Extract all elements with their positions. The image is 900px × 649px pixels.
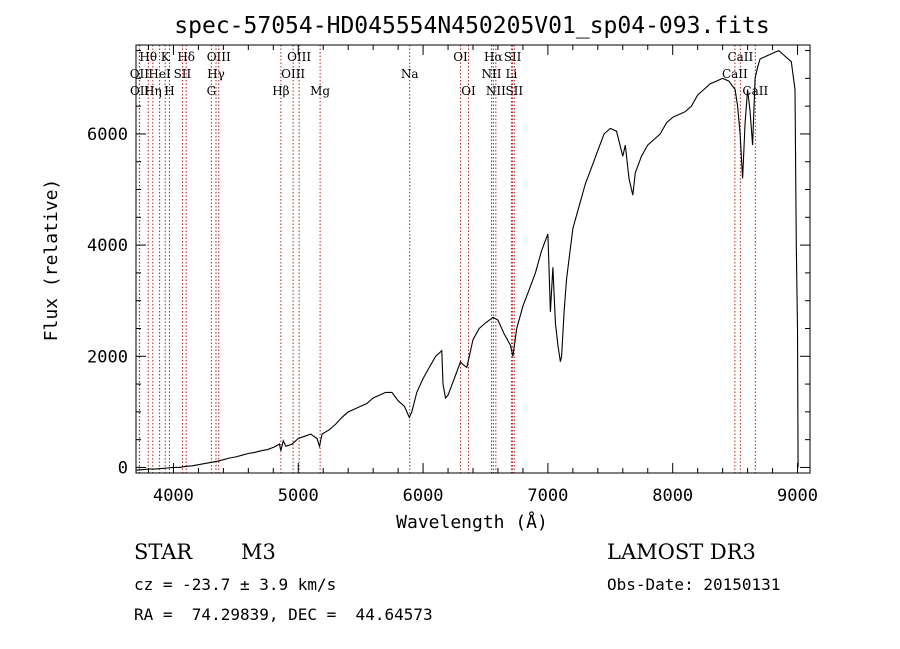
x-axis-label: Wavelength (Å) [396, 511, 548, 533]
spectral-line-label: OIII [281, 67, 305, 81]
x-tick-label: 7000 [527, 486, 568, 506]
spectral-line-label: SII [174, 67, 192, 81]
object-class: STAR [134, 540, 193, 564]
spectral-line-label: Li [506, 67, 518, 81]
spectral-line-label: OI [453, 50, 468, 64]
spectral-line-label: OIII [207, 50, 231, 64]
spectral-line-label: Hδ [177, 50, 195, 64]
spectral-line-label: HeI [148, 67, 171, 81]
y-tick-label: 2000 [87, 347, 128, 367]
chart-title: spec-57054-HD045554N450205V01_sp04-093.f… [174, 13, 769, 39]
spectral-line-label: OI [461, 84, 476, 98]
x-tick-label: 5000 [278, 486, 319, 506]
spectral-line-label: NII [486, 84, 506, 98]
spectral-line-label: H [164, 84, 174, 98]
ra-dec-coordinates: RA = 74.29839, DEC = 44.64573 [134, 605, 433, 624]
spectral-line-label: OII [130, 67, 150, 81]
observation-date: Obs-Date: 20150131 [607, 575, 781, 594]
spectral-line-label: CaII [742, 84, 768, 98]
x-tick-label: 9000 [777, 486, 818, 506]
object-subclass: M3 [241, 540, 276, 564]
plot-frame [135, 44, 811, 474]
y-tick-label: 0 [118, 458, 128, 478]
spectral-line-label: Hη [144, 84, 162, 98]
x-axis-ticks: 4000 5000 6000 7000 8000 9000 [147, 45, 818, 506]
x-tick-label: 4000 [153, 486, 194, 506]
y-tick-label: 4000 [87, 236, 128, 256]
y-axis-ticks: 0 2000 4000 6000 [87, 50, 810, 478]
spectral-line-label: CaII [722, 67, 748, 81]
spectral-line-label: SII [505, 84, 523, 98]
spectral-line-label: SII [504, 50, 522, 64]
spectral-line-label: Hθ [139, 50, 157, 64]
spectral-line-label: Hγ [207, 67, 225, 81]
spectral-line-label: Hα [484, 50, 503, 64]
spectral-line-label: OII [130, 84, 150, 98]
x-tick-label: 6000 [403, 486, 444, 506]
spectral-line-markers [138, 45, 756, 473]
spectral-line-label: Mg [310, 84, 330, 98]
redshift-cz: cz = -23.7 ± 3.9 km/s [134, 575, 337, 594]
spectral-line-label: Hβ [272, 84, 289, 98]
spectral-line-label: K [161, 50, 171, 64]
survey-name: LAMOST DR3 [607, 540, 756, 564]
spectral-line-label: OIII [287, 50, 311, 64]
spectral-line-label: NII [481, 67, 501, 81]
x-tick-label: 8000 [652, 486, 693, 506]
y-axis-label: Flux (relative) [41, 179, 62, 342]
spectrum-series-line [135, 49, 799, 471]
spectral-line-label: CaII [727, 50, 753, 64]
spectral-line-label: Na [401, 67, 419, 81]
spectral-line-label: G [207, 84, 217, 98]
y-tick-label: 6000 [87, 125, 128, 145]
